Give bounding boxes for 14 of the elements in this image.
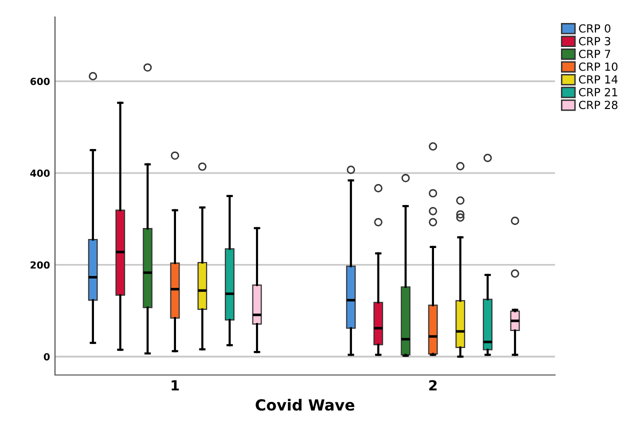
legend-label: CRP 28 xyxy=(578,100,618,110)
y-tick-label: 200 xyxy=(30,261,50,269)
x-axis-title: Covid Wave xyxy=(256,398,354,411)
legend-label: CRP 3 xyxy=(578,36,610,46)
y-tick-label: 400 xyxy=(30,170,50,177)
x-tick-label: 1 xyxy=(172,380,179,390)
legend-label: CRP 14 xyxy=(578,75,618,84)
legend-label: CRP 10 xyxy=(578,62,618,71)
legend-label: CRP 21 xyxy=(578,88,618,96)
legend-label: CRP 0 xyxy=(578,24,610,33)
legend-label: CRP 7 xyxy=(578,50,610,58)
y-tick-label: 0 xyxy=(44,353,50,360)
y-tick-label: 600 xyxy=(30,78,50,86)
x-tick-label: 2 xyxy=(429,380,437,390)
